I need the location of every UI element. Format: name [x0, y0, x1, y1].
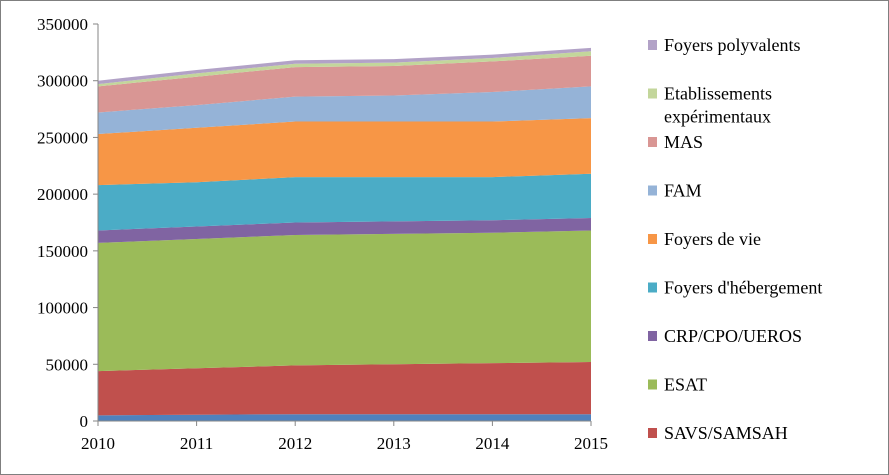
- legend-label: Foyers polyvalents: [664, 35, 801, 55]
- legend-swatch: [648, 331, 657, 341]
- legend-item: Foyers d'hébergement: [648, 278, 822, 298]
- legend-swatch: [648, 428, 657, 438]
- legend-item: Foyers de vie: [648, 229, 761, 249]
- legend-label: Foyers d'hébergement: [664, 278, 822, 298]
- legend-item: Foyers polyvalents: [648, 35, 801, 55]
- legend-item: Etablissements expérimentaux: [648, 84, 772, 127]
- area-series-5: [98, 173, 591, 231]
- x-tick-label: 2014: [475, 434, 510, 453]
- x-tick-label: 2011: [180, 434, 213, 453]
- axes: 0 50000 100000 150000 200000 250000 300000 3500…: [37, 15, 608, 453]
- x-tick-label: 2015: [574, 434, 608, 453]
- area-layers: [98, 47, 591, 421]
- x-tick-label: 2013: [377, 434, 411, 453]
- area-series-10: [98, 47, 591, 85]
- legend-label: ESAT: [664, 375, 707, 395]
- area-series-4: [98, 217, 591, 243]
- legend-swatch: [648, 185, 657, 196]
- y-tick-label: 300000: [37, 72, 88, 91]
- area-series-9: [98, 51, 591, 87]
- legend-item: CRP/CPO/UEROS: [648, 326, 802, 346]
- legend-item: FAM: [648, 181, 702, 201]
- legend-swatch: [648, 137, 657, 147]
- y-tick-label: 150000: [37, 242, 88, 261]
- y-tick-label: 0: [80, 412, 89, 431]
- legend-label: SAVS/SAMSAH: [664, 423, 788, 443]
- legend-label: Etablissements: [664, 84, 772, 104]
- area-series-8: [98, 55, 591, 113]
- legend-item: SAVS/SAMSAH: [648, 423, 788, 443]
- legend-label: CRP/CPO/UEROS: [664, 326, 802, 346]
- area-series-3: [98, 230, 591, 372]
- legend-item: MAS: [648, 132, 703, 152]
- legend-label: MAS: [664, 132, 703, 152]
- area-series-7: [98, 86, 591, 135]
- legend-swatch: [648, 379, 657, 390]
- legend-item: ESAT: [648, 375, 707, 395]
- legend-swatch: [648, 282, 657, 293]
- y-tick-label: 100000: [37, 299, 88, 318]
- y-tick-label: 200000: [37, 185, 88, 204]
- x-tick-label: 2012: [278, 434, 312, 453]
- legend: Foyers polyvalents Etablissements expérime…: [648, 35, 822, 443]
- area-series-1: [98, 414, 591, 421]
- legend-label-line2: expérimentaux: [664, 107, 771, 127]
- area-series-6: [98, 118, 591, 186]
- legend-swatch: [648, 40, 657, 50]
- legend-swatch: [648, 234, 657, 244]
- y-tick-label: 250000: [37, 128, 88, 147]
- y-tick-label: 50000: [46, 355, 89, 374]
- x-tick-label: 2010: [81, 434, 115, 453]
- area-series-2: [98, 362, 591, 416]
- legend-label: FAM: [664, 181, 702, 201]
- legend-swatch: [648, 88, 657, 99]
- legend-label: Foyers de vie: [664, 229, 761, 249]
- y-tick-label: 350000: [37, 15, 88, 34]
